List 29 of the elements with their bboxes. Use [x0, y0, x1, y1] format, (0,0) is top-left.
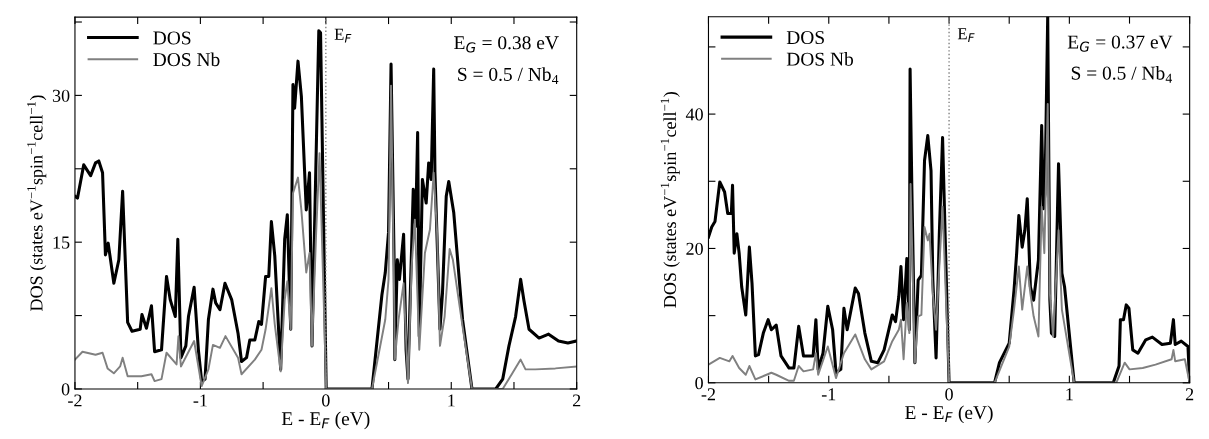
x-tick-label: -1 [821, 388, 836, 401]
y-tick-label: 15 [53, 236, 70, 249]
x-tick-label: 2 [1185, 388, 1194, 401]
x-tick-label: 1 [448, 394, 455, 407]
annotation: E$_{G}$ = 0.38 eV [454, 36, 559, 53]
x-tick-label: -2 [701, 388, 715, 401]
x-tick-label: 0 [945, 388, 953, 401]
y-tick-label: 0 [695, 377, 703, 390]
ref-line-label: E$_{F}$ [957, 28, 975, 42]
y-tick-label: 40 [685, 108, 703, 121]
legend-label: DOS [153, 31, 191, 45]
x-tick-label: 0 [322, 394, 330, 407]
x-tick-label: -2 [68, 394, 82, 407]
legend-label: DOS [786, 31, 824, 45]
y-tick-label: 30 [52, 89, 70, 102]
y-axis-title: DOS (states eV$^{−1}$spin$^{−1}$cell$^{−1}$) [660, 92, 680, 308]
annotation: S = 0.5 / Nb$_{4}$ [1071, 65, 1173, 83]
y-tick-label: 20 [686, 242, 703, 255]
x-axis-title: E - E$_{F}$ (eV) [905, 405, 993, 424]
ref-line-label: E$_{F}$ [334, 28, 352, 43]
x-axis-title: E - E$_{F}$ (eV) [281, 411, 370, 430]
y-axis-title: DOS (states eV$^{−1}$spin$^{−1}$cell$^{−1}$) [27, 95, 47, 311]
x-tick-label: 1 [1066, 388, 1073, 401]
x-tick-label: 2 [572, 394, 581, 407]
legend-label: DOS Nb [153, 52, 220, 67]
legend-label: DOS Nb [786, 52, 854, 66]
x-tick-label: -1 [193, 394, 207, 407]
annotation: E$_{G}$ = 0.37 eV [1067, 35, 1173, 52]
annotation: S = 0.5 / Nb$_{4}$ [458, 67, 559, 84]
